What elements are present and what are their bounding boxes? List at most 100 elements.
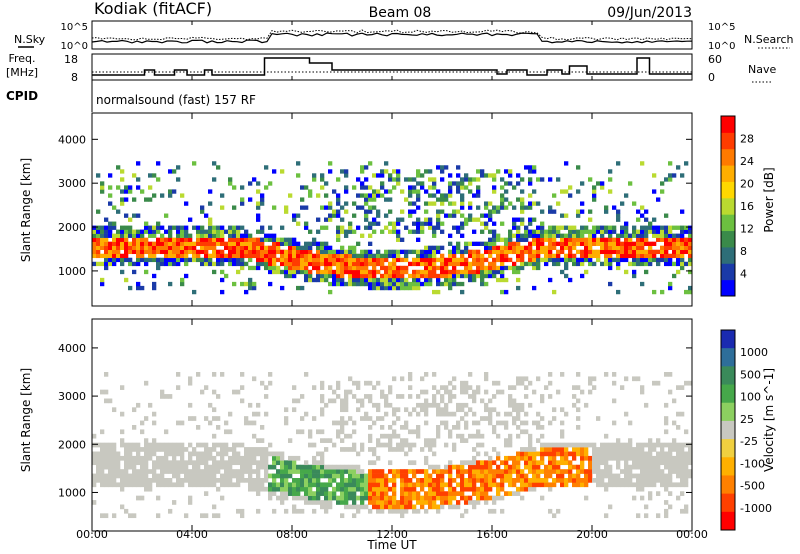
heatmap-cell xyxy=(400,425,405,430)
heatmap-cell xyxy=(356,478,361,483)
heatmap-cell xyxy=(188,500,193,505)
heatmap-cell xyxy=(484,460,489,466)
heatmap-cell xyxy=(636,249,641,255)
heatmap-cell xyxy=(640,385,645,390)
heatmap-cell xyxy=(332,277,337,283)
heatmap-cell xyxy=(488,460,493,466)
heatmap-cell xyxy=(244,460,249,466)
heatmap-cell xyxy=(152,438,157,443)
heatmap-cell xyxy=(656,237,661,242)
heatmap-cell xyxy=(304,469,309,474)
heatmap-cell xyxy=(628,455,633,461)
heatmap-cell xyxy=(300,486,305,492)
heatmap-cell xyxy=(156,249,161,255)
colorbar-tick-label: -25 xyxy=(740,435,758,448)
heatmap-cell xyxy=(452,245,457,251)
heatmap-cell xyxy=(540,241,545,246)
heatmap-cell xyxy=(468,469,473,474)
heatmap-cell xyxy=(260,253,265,259)
heatmap-cell xyxy=(648,473,653,479)
heatmap-cell xyxy=(568,473,573,479)
heatmap-cell xyxy=(404,473,409,479)
heatmap-cell xyxy=(596,237,601,242)
heatmap-cell xyxy=(256,213,261,218)
heatmap-cell xyxy=(640,460,645,466)
heatmap-cell xyxy=(376,508,381,514)
heatmap-cell xyxy=(464,269,469,275)
heatmap-cell xyxy=(540,416,545,421)
heatmap-cell xyxy=(232,233,237,238)
heatmap-cell xyxy=(216,165,221,170)
heatmap-cell xyxy=(104,389,109,395)
heatmap-cell xyxy=(368,469,373,474)
heatmap-cell xyxy=(160,394,165,399)
heatmap-cell xyxy=(272,455,277,461)
heatmap-cell xyxy=(336,473,341,479)
heatmap-cell xyxy=(304,491,309,496)
heatmap-cell xyxy=(200,237,205,242)
heatmap-cell xyxy=(380,181,385,186)
heatmap-cell xyxy=(284,469,289,474)
heatmap-cell xyxy=(324,193,329,198)
heatmap-cell xyxy=(680,451,685,457)
heatmap-cell xyxy=(628,420,633,426)
heatmap-cell xyxy=(416,173,421,178)
heatmap-cell xyxy=(196,241,201,246)
heatmap-cell xyxy=(448,181,453,186)
heatmap-cell xyxy=(320,464,325,470)
heatmap-cell xyxy=(204,416,209,421)
heatmap-cell xyxy=(364,197,369,202)
heatmap-cell xyxy=(416,197,421,202)
nsearch-label: N.Search xyxy=(744,33,794,46)
heatmap-cell xyxy=(440,420,445,426)
heatmap-cell xyxy=(344,201,349,206)
heatmap-cell xyxy=(364,185,369,190)
heatmap-cell xyxy=(144,221,149,226)
heatmap-cell xyxy=(608,257,613,263)
heatmap-cell xyxy=(512,407,517,413)
heatmap-cell xyxy=(488,269,493,275)
heatmap-cell xyxy=(560,482,565,488)
heatmap-cell xyxy=(292,508,297,514)
heatmap-cell xyxy=(364,380,369,386)
heatmap-cell xyxy=(340,420,345,426)
heatmap-cell xyxy=(324,253,329,259)
heatmap-cell xyxy=(640,205,645,210)
heatmap-cell xyxy=(660,189,665,194)
heatmap-cell xyxy=(384,486,389,492)
heatmap-cell xyxy=(600,442,605,448)
colorbar-swatch xyxy=(721,511,735,531)
heatmap-cell xyxy=(228,455,233,461)
heatmap-cell xyxy=(400,285,405,291)
heatmap-cell xyxy=(568,241,573,246)
heatmap-cell xyxy=(460,491,465,496)
heatmap-cell xyxy=(504,425,509,430)
heatmap-cell xyxy=(316,193,321,198)
heatmap-cell xyxy=(452,495,457,501)
heatmap-cell xyxy=(344,229,349,234)
heatmap-cell xyxy=(480,281,485,287)
heatmap-cell xyxy=(168,237,173,242)
heatmap-cell xyxy=(316,253,321,259)
heatmap-cell xyxy=(508,169,513,174)
heatmap-cell xyxy=(180,464,185,470)
heatmap-cell xyxy=(464,411,469,417)
heatmap-cell xyxy=(272,249,277,255)
heatmap-cell xyxy=(348,473,353,479)
heatmap-cell xyxy=(516,245,521,251)
heatmap-cell xyxy=(452,281,457,287)
heatmap-cell xyxy=(332,189,337,194)
heatmap-cell xyxy=(300,482,305,488)
heatmap-cell xyxy=(248,257,253,263)
heatmap-cell xyxy=(684,504,689,510)
heatmap-cell xyxy=(540,478,545,483)
heatmap-cell xyxy=(200,241,205,246)
heatmap-cell xyxy=(416,253,421,259)
heatmap-cell xyxy=(424,372,429,377)
heatmap-cell xyxy=(308,495,313,501)
heatmap-cell xyxy=(356,469,361,474)
heatmap-cell xyxy=(300,285,305,291)
heatmap-cell xyxy=(448,478,453,483)
heatmap-cell xyxy=(136,447,141,452)
heatmap-cell xyxy=(92,229,97,234)
